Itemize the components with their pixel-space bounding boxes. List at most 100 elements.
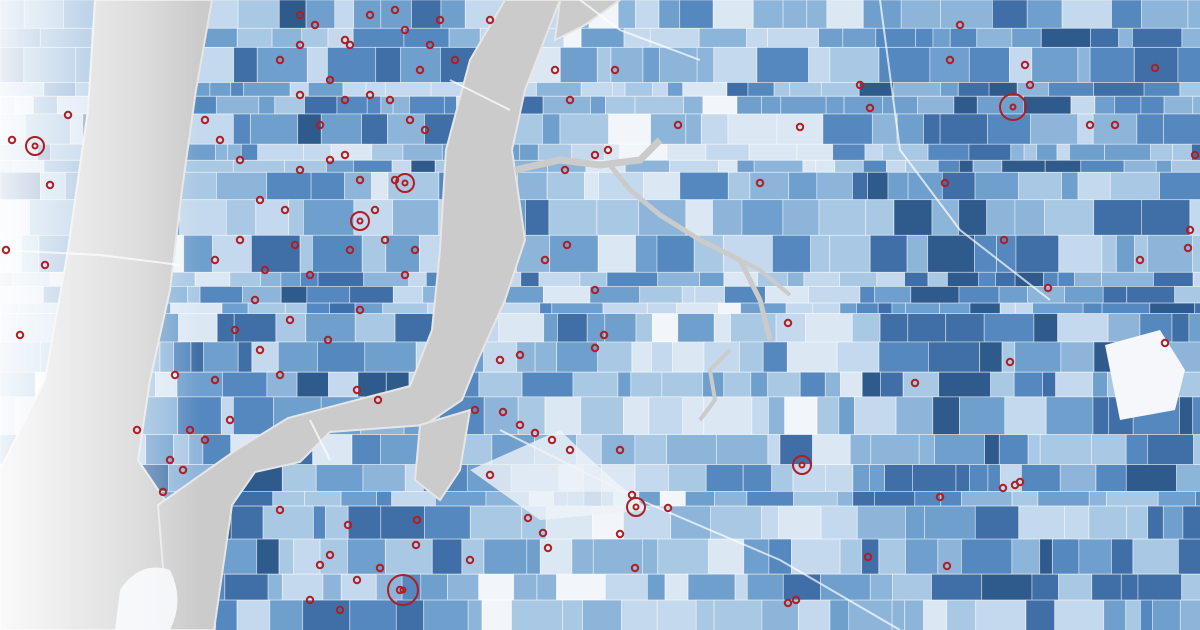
tract bbox=[1109, 171, 1161, 201]
tract bbox=[392, 285, 424, 304]
tract bbox=[605, 95, 636, 115]
tract bbox=[884, 464, 913, 492]
tract bbox=[958, 199, 988, 236]
tract bbox=[1018, 171, 1062, 201]
tract bbox=[931, 573, 983, 601]
tract bbox=[1181, 573, 1200, 601]
tract bbox=[864, 143, 883, 161]
tract bbox=[362, 464, 406, 492]
tract bbox=[661, 371, 704, 398]
incident-marker bbox=[390, 175, 400, 185]
tract bbox=[548, 199, 598, 236]
tract bbox=[1189, 199, 1200, 236]
tract bbox=[878, 538, 906, 575]
tract bbox=[361, 113, 388, 145]
tract bbox=[1039, 434, 1092, 466]
tract bbox=[984, 434, 1000, 466]
tract bbox=[623, 396, 650, 435]
tract bbox=[597, 234, 636, 273]
tract bbox=[981, 573, 1033, 601]
tract bbox=[886, 159, 907, 173]
tract bbox=[905, 505, 925, 540]
incident-marker bbox=[352, 385, 362, 395]
incident-marker-large bbox=[792, 455, 812, 475]
incident-marker bbox=[365, 10, 375, 20]
tract bbox=[1126, 285, 1176, 304]
tract bbox=[617, 371, 632, 398]
tract bbox=[1078, 538, 1113, 575]
incident-marker bbox=[255, 195, 265, 205]
incident-marker bbox=[599, 330, 609, 340]
incident-marker bbox=[1, 245, 11, 255]
tract bbox=[549, 234, 599, 273]
tract bbox=[635, 0, 660, 29]
tract bbox=[579, 271, 608, 287]
tract bbox=[905, 159, 939, 173]
tract bbox=[851, 313, 881, 343]
tract bbox=[822, 113, 873, 145]
tract bbox=[787, 271, 805, 287]
tract bbox=[699, 271, 725, 287]
tract bbox=[679, 0, 714, 29]
tract bbox=[747, 82, 775, 97]
tract bbox=[940, 82, 959, 97]
tract bbox=[392, 199, 440, 236]
tract bbox=[878, 341, 929, 373]
incident-marker bbox=[515, 350, 525, 360]
tract bbox=[634, 434, 668, 466]
tract bbox=[1014, 341, 1062, 373]
incident-marker bbox=[352, 575, 362, 585]
tract bbox=[658, 0, 681, 29]
tract bbox=[1114, 95, 1142, 115]
incident-marker bbox=[940, 178, 950, 188]
tract bbox=[669, 159, 719, 173]
tract bbox=[1077, 171, 1111, 201]
tract bbox=[927, 143, 970, 161]
tract bbox=[233, 313, 277, 343]
tract bbox=[280, 271, 301, 287]
tract bbox=[1052, 538, 1080, 575]
tract bbox=[392, 95, 410, 115]
park bbox=[1105, 330, 1185, 420]
tract bbox=[824, 371, 841, 398]
tract bbox=[311, 234, 363, 273]
tract bbox=[818, 27, 844, 48]
tract bbox=[1037, 490, 1090, 507]
tract bbox=[342, 82, 367, 97]
tract bbox=[947, 271, 980, 287]
incident-marker bbox=[630, 563, 640, 573]
tract bbox=[775, 313, 806, 343]
tract bbox=[1031, 47, 1079, 83]
incident-marker bbox=[1005, 357, 1015, 367]
incident-marker bbox=[178, 465, 188, 475]
tract bbox=[826, 0, 864, 29]
incident-marker bbox=[295, 10, 305, 20]
tract bbox=[1103, 599, 1127, 630]
incident-marker-core bbox=[356, 217, 364, 225]
tract bbox=[559, 47, 598, 83]
incident-marker bbox=[1110, 120, 1120, 130]
tract bbox=[843, 95, 884, 115]
tract bbox=[610, 47, 644, 83]
tract bbox=[1021, 464, 1061, 492]
tract bbox=[199, 285, 243, 304]
tract bbox=[969, 302, 1001, 315]
tract bbox=[317, 271, 365, 287]
tract bbox=[716, 434, 769, 466]
tract bbox=[251, 341, 279, 373]
incident-marker-large bbox=[25, 136, 45, 156]
tract bbox=[322, 573, 342, 601]
tract bbox=[945, 313, 985, 343]
tract bbox=[584, 171, 600, 201]
tract bbox=[1157, 490, 1196, 507]
tract bbox=[734, 573, 748, 601]
tract bbox=[1125, 599, 1141, 630]
tract bbox=[304, 490, 342, 507]
incident-marker bbox=[538, 528, 548, 538]
tract bbox=[411, 0, 442, 29]
tract bbox=[657, 271, 700, 287]
tract bbox=[646, 302, 677, 315]
tract bbox=[315, 464, 364, 492]
tract bbox=[304, 95, 338, 115]
tract bbox=[556, 573, 606, 601]
